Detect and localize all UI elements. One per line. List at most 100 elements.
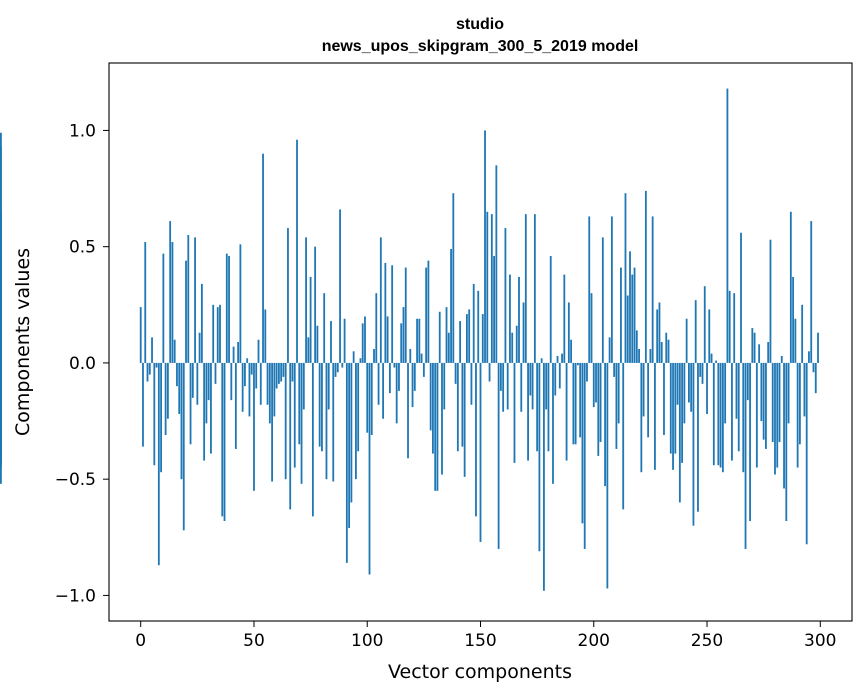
bar <box>318 362 321 447</box>
bar <box>798 362 801 445</box>
bar <box>382 362 384 419</box>
bar <box>366 362 369 433</box>
bar <box>522 302 525 363</box>
bar <box>450 249 452 363</box>
bar <box>484 130 486 363</box>
bar <box>642 362 645 417</box>
bar <box>692 362 695 526</box>
bar <box>343 318 346 363</box>
y-axis-ticks: −1.0 −0.5 0.0 0.5 1.0 <box>55 121 109 606</box>
bar <box>173 339 176 363</box>
bar <box>393 362 396 368</box>
bar <box>735 362 738 419</box>
bar <box>477 290 480 363</box>
bar <box>447 332 450 363</box>
chart-title-line1: studio <box>456 16 504 33</box>
bar <box>364 316 366 363</box>
bar <box>271 362 273 482</box>
bar <box>586 362 588 382</box>
bar <box>513 362 516 463</box>
bar <box>688 362 690 403</box>
bar <box>638 348 640 363</box>
bar <box>765 362 767 449</box>
bar <box>171 242 174 363</box>
bar <box>307 337 310 363</box>
bar <box>803 362 806 417</box>
bar <box>558 362 561 389</box>
bar <box>486 211 489 363</box>
bar <box>246 358 249 363</box>
bar <box>214 362 217 384</box>
bar <box>511 332 514 363</box>
bar <box>610 216 613 363</box>
bar <box>327 362 330 410</box>
bar <box>674 362 677 454</box>
bar <box>438 311 441 363</box>
bar <box>239 244 242 363</box>
bar <box>291 362 294 382</box>
x-axis-label: Vector components <box>388 661 572 683</box>
bar <box>701 362 704 384</box>
bar <box>228 255 230 363</box>
bar <box>567 302 570 363</box>
bar <box>187 235 190 363</box>
bar <box>219 304 221 363</box>
bar <box>176 362 178 387</box>
bar <box>466 314 468 363</box>
bar <box>164 362 167 435</box>
bar <box>808 351 810 363</box>
bar <box>264 309 267 363</box>
bar <box>733 293 736 363</box>
x-tick-label: 200 <box>578 631 610 651</box>
bar <box>205 362 208 424</box>
bar <box>311 362 314 517</box>
bar <box>402 307 405 363</box>
y-tick-label: −0.5 <box>55 470 96 490</box>
bar <box>658 302 661 363</box>
bar <box>456 362 459 452</box>
bar <box>744 362 747 549</box>
x-tick-label: 50 <box>243 631 265 651</box>
bar <box>740 232 742 363</box>
bar <box>721 362 724 473</box>
bar <box>574 362 577 445</box>
bar <box>359 358 362 363</box>
bar <box>194 237 196 363</box>
bar <box>293 362 296 468</box>
bar <box>495 165 498 363</box>
x-tick-label: 100 <box>351 631 383 651</box>
bar <box>577 362 579 366</box>
bar <box>708 309 711 363</box>
bar <box>155 362 158 368</box>
bar <box>712 362 715 466</box>
bar <box>588 216 591 363</box>
bar <box>731 362 733 461</box>
bar <box>681 362 684 463</box>
bar <box>273 362 276 417</box>
bar <box>262 153 264 363</box>
bar <box>434 362 437 491</box>
bar <box>463 362 466 477</box>
bar <box>398 362 400 391</box>
bar <box>683 362 686 424</box>
bar <box>792 276 795 363</box>
bar <box>182 362 185 531</box>
bar <box>506 362 509 410</box>
bar <box>751 328 754 363</box>
bar <box>622 362 625 510</box>
bar <box>697 362 699 512</box>
bar <box>461 362 464 447</box>
bar <box>597 362 600 456</box>
bar <box>776 362 779 468</box>
bar <box>570 339 573 363</box>
bar <box>749 362 751 522</box>
bar <box>572 362 575 445</box>
bar <box>665 332 668 363</box>
bar <box>635 330 638 363</box>
bar <box>436 362 439 491</box>
bar <box>624 193 627 363</box>
bar <box>762 362 765 440</box>
bar <box>810 221 813 363</box>
bar <box>162 253 165 363</box>
bar <box>400 323 403 363</box>
